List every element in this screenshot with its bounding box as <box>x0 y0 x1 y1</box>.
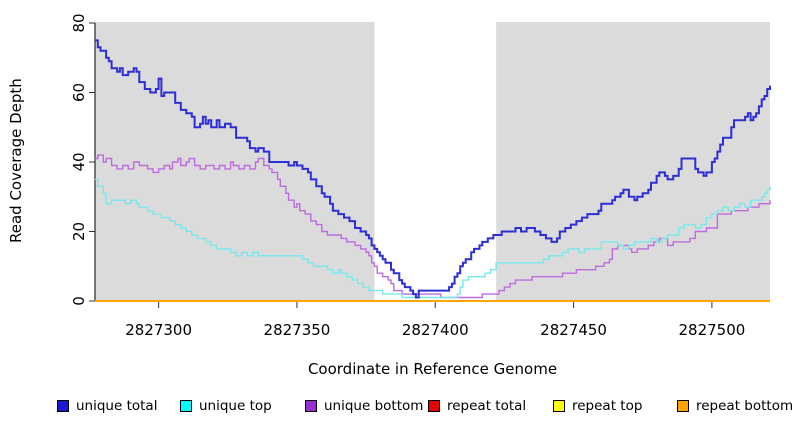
y-tick-label: 40 <box>70 152 88 171</box>
series-unique-bottom <box>95 154 771 299</box>
x-tick-label: 2827400 <box>402 321 469 339</box>
x-tick-label: 2827500 <box>678 321 745 339</box>
x-tick-label: 2827350 <box>264 321 331 339</box>
y-tick-label: 20 <box>70 222 88 241</box>
series-unique-total <box>95 39 771 299</box>
y-axis-title: Read Coverage Depth <box>7 78 25 244</box>
x-tick-label: 2827300 <box>125 321 192 339</box>
y-tick-label: 0 <box>70 296 88 306</box>
series-unique-top <box>95 178 771 299</box>
highlight-band <box>374 22 497 301</box>
x-tick-label: 2827450 <box>540 321 607 339</box>
y-tick-label: 60 <box>70 83 88 102</box>
y-tick-label: 80 <box>70 13 88 32</box>
x-axis-title: Coordinate in Reference Genome <box>307 360 558 378</box>
